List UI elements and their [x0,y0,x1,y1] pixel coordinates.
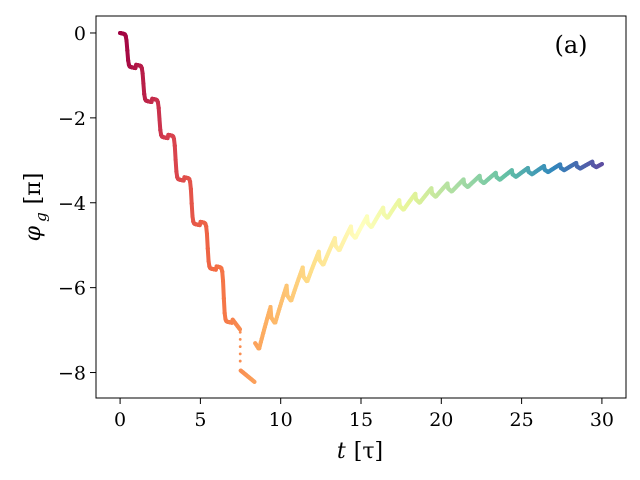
y-axis-subscript: g [32,212,50,222]
y-tick-label: −6 [58,278,86,300]
y-axis-symbol: φ [21,225,46,241]
x-axis: 0 5 10 15 20 25 30 [114,398,614,431]
jump-point [238,338,242,341]
data-series [118,30,604,384]
y-axis-label-group: φ g [π] [21,173,50,242]
x-tick-label: 5 [194,409,206,431]
jump-point [238,352,242,356]
data-segment [172,143,178,162]
x-axis-unit: [τ] [354,439,383,464]
y-tick-label: −8 [58,363,86,385]
y-tick-label: −4 [58,193,86,215]
data-segment [205,246,211,264]
data-segment [221,279,226,301]
panel-label: (a) [554,31,587,59]
y-tick-label: 0 [74,23,86,45]
x-tick-label: 15 [349,409,373,431]
axes-frame [95,15,627,399]
jump-point [238,330,242,334]
x-tick-label: 20 [429,409,453,431]
data-point [237,327,242,332]
data-segment [204,231,210,251]
jump-point [238,359,242,363]
y-tick-label: −2 [58,108,86,130]
x-tick-label: 10 [269,409,293,431]
y-axis: 0 −2 −4 −6 −8 [58,23,96,385]
data-segment [189,201,195,219]
x-tick-label: 0 [114,409,126,431]
x-tick-label: 30 [590,409,614,431]
data-point [252,379,257,384]
x-axis-symbol: t [337,439,346,464]
x-tick-label: 25 [510,409,534,431]
x-axis-label: t [τ] [337,439,383,464]
y-axis-label: φ g [π] [21,173,50,242]
data-point [599,162,604,167]
data-segment [173,157,179,174]
data-segment [221,296,227,316]
jump-point [238,345,242,349]
data-segment [188,187,194,206]
y-axis-unit: [π] [21,173,46,205]
